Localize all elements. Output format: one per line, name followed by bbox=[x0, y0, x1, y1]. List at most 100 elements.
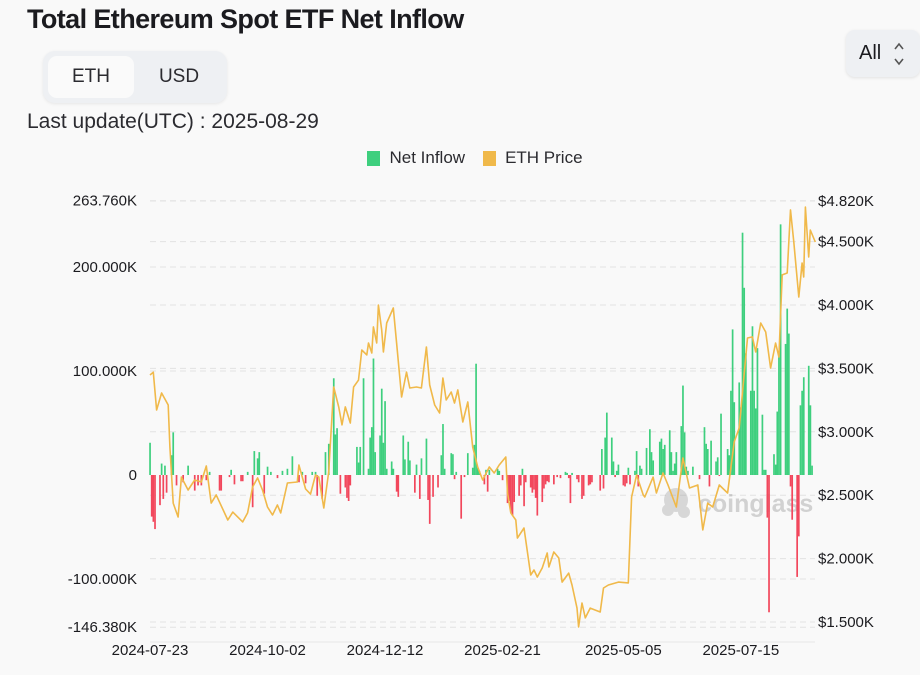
net-inflow-bar bbox=[332, 378, 335, 475]
net-inflow-bar bbox=[298, 475, 300, 483]
net-inflow-bar bbox=[730, 390, 732, 475]
net-inflow-bar bbox=[741, 232, 744, 475]
y-left-tick-label: -146.380K bbox=[68, 619, 137, 636]
net-inflow-bar bbox=[784, 343, 787, 475]
net-inflow-bar bbox=[460, 475, 463, 519]
net-inflow-bar bbox=[347, 475, 350, 501]
net-inflow-bar bbox=[553, 475, 555, 485]
unit-toggle-eth[interactable]: ETH bbox=[48, 56, 134, 98]
net-inflow-bar bbox=[582, 475, 585, 496]
net-inflow-bar bbox=[390, 461, 393, 475]
net-inflow-bar bbox=[698, 475, 701, 480]
net-inflow-bar bbox=[233, 475, 236, 485]
net-inflow-bar bbox=[645, 447, 648, 475]
net-inflow-bar bbox=[604, 437, 607, 475]
net-inflow-bar bbox=[649, 429, 651, 475]
net-inflow-bar bbox=[453, 475, 456, 480]
y-right-tick-label: $2.500K bbox=[818, 487, 874, 504]
net-inflow-bar bbox=[251, 475, 254, 508]
net-inflow-bar bbox=[409, 460, 411, 475]
net-inflow-bar bbox=[428, 475, 431, 524]
net-inflow-bar bbox=[356, 446, 358, 475]
net-inflow-bar bbox=[339, 475, 342, 494]
y-left-tick-label: 0 bbox=[129, 467, 137, 484]
net-inflow-bar bbox=[779, 224, 782, 475]
net-inflow-bar bbox=[615, 470, 618, 475]
y-left-tick-label: 100.000K bbox=[73, 363, 137, 380]
net-inflow-bar bbox=[799, 405, 802, 475]
net-inflow-bar bbox=[230, 469, 232, 475]
unit-toggle-usd[interactable]: USD bbox=[158, 66, 200, 87]
net-inflow-bar bbox=[316, 475, 319, 496]
y-right-tick-label: $4.820K bbox=[818, 193, 874, 210]
net-inflow-bar bbox=[534, 475, 537, 498]
chevron-up-down-icon bbox=[894, 42, 904, 66]
net-inflow-bar bbox=[385, 468, 388, 475]
net-inflow-bar bbox=[369, 437, 372, 475]
net-inflow-bar bbox=[801, 390, 803, 475]
net-inflow-bar bbox=[634, 470, 636, 475]
last-update: Last update(UTC) : 2025-08-29 bbox=[27, 110, 319, 133]
net-inflow-bar bbox=[160, 463, 163, 475]
net-inflow-bar bbox=[509, 475, 512, 513]
net-inflow-bar bbox=[768, 475, 770, 613]
eth-price-line bbox=[149, 206, 817, 628]
net-inflow-bar bbox=[776, 411, 779, 475]
net-inflow-bar bbox=[610, 437, 613, 475]
net-inflow-bar bbox=[466, 453, 469, 475]
net-inflow-bar bbox=[432, 475, 434, 497]
net-inflow-bar bbox=[496, 468, 499, 475]
x-tick-label: 2025-05-05 bbox=[585, 642, 662, 659]
net-inflow-bar bbox=[437, 475, 439, 488]
net-inflow-bar bbox=[788, 333, 790, 475]
net-inflow-bar bbox=[427, 475, 429, 500]
net-inflow-bar bbox=[164, 465, 166, 475]
net-inflow-bar bbox=[652, 460, 655, 475]
net-inflow-bar bbox=[501, 475, 504, 481]
net-inflow-bar bbox=[601, 449, 603, 475]
net-inflow-bar bbox=[718, 475, 721, 477]
net-inflow-bar bbox=[617, 464, 620, 475]
legend-item-eth-price[interactable]: ETH Price bbox=[483, 148, 583, 168]
range-select[interactable]: All bbox=[846, 30, 920, 77]
y-right-tick-label: $1.500K bbox=[818, 614, 874, 631]
y-left-tick-label: 263.760K bbox=[73, 193, 137, 210]
legend-label-net-inflow: Net Inflow bbox=[389, 148, 466, 167]
net-inflow-bar bbox=[809, 405, 812, 475]
net-inflow-bar bbox=[531, 475, 534, 493]
net-inflow-bar bbox=[589, 475, 592, 485]
net-inflow-bar bbox=[175, 475, 178, 486]
net-inflow-bar bbox=[208, 471, 211, 475]
net-inflow-bar bbox=[304, 475, 307, 484]
net-inflow-bar bbox=[569, 475, 572, 504]
net-inflow-bar bbox=[754, 408, 757, 475]
net-inflow-bar bbox=[658, 441, 661, 475]
net-inflow-bar bbox=[463, 475, 466, 478]
chart-legend: Net Inflow ETH Price bbox=[0, 148, 920, 168]
net-inflow-bar bbox=[807, 365, 810, 475]
net-inflow-bar bbox=[374, 452, 376, 475]
net-inflow-bar bbox=[182, 475, 184, 483]
legend-item-net-inflow[interactable]: Net Inflow bbox=[367, 148, 465, 168]
net-inflow-bar bbox=[159, 475, 161, 506]
net-inflow-bar bbox=[344, 475, 347, 488]
watermark-text: coinglass bbox=[698, 490, 813, 518]
net-inflow-bar bbox=[541, 475, 544, 503]
net-inflow-bar bbox=[420, 458, 423, 475]
coinglass-logo-icon bbox=[664, 488, 688, 512]
legend-swatch-eth-price bbox=[483, 150, 497, 166]
net-inflow-bar bbox=[675, 452, 678, 475]
net-inflow-bar bbox=[544, 475, 547, 485]
net-inflow-bar bbox=[311, 471, 314, 475]
net-inflow-bar bbox=[751, 326, 754, 475]
range-select-value: All bbox=[859, 42, 882, 64]
net-inflow-bar bbox=[753, 390, 755, 475]
net-inflow-bar bbox=[733, 402, 736, 475]
y-right-tick-label: $2.000K bbox=[818, 551, 874, 568]
net-inflow-bar bbox=[440, 455, 443, 475]
net-inflow-bar bbox=[625, 475, 628, 484]
net-inflow-bar bbox=[766, 475, 769, 518]
net-inflow-bar bbox=[668, 430, 671, 475]
net-inflow-bar bbox=[286, 468, 289, 475]
